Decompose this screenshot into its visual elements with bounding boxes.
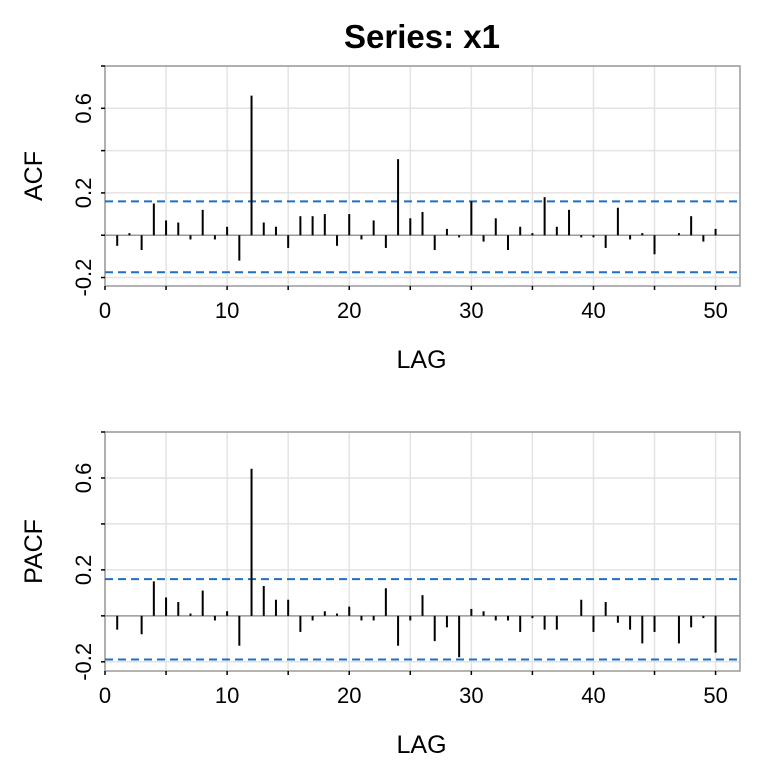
chart-title: Series: x1 (344, 18, 500, 55)
acf-panel: 0 10 20 30 40 50 -0.2 0.2 0.6 LAG ACF (20, 65, 741, 374)
x-tick-label: 50 (703, 298, 727, 323)
y-tick-label: 0.6 (71, 93, 96, 124)
y-tick-label: 0.2 (71, 178, 96, 209)
y-tick-label: -0.2 (71, 643, 96, 681)
x-tick-label: 30 (459, 683, 483, 708)
plot-frame (104, 431, 741, 672)
x-tick-label: 50 (703, 683, 727, 708)
x-tick-label: 20 (337, 298, 361, 323)
y-tick-label: 0.6 (71, 463, 96, 494)
y-axis-label: PACF (20, 519, 48, 584)
x-tick-label: 40 (581, 683, 605, 708)
pacf-panel: 0 10 20 30 40 50 -0.2 0.2 0.6 LAG PACF (20, 431, 741, 759)
y-tick-label: -0.2 (71, 259, 96, 297)
y-axis-label: ACF (20, 151, 48, 201)
plot-frame (104, 65, 741, 287)
y-tick-label: 0.2 (71, 555, 96, 586)
x-tick-label: 0 (99, 298, 111, 323)
x-tick-label: 40 (581, 298, 605, 323)
x-tick-label: 0 (99, 683, 111, 708)
x-axis-label: LAG (396, 731, 446, 759)
x-tick-label: 10 (215, 298, 239, 323)
x-tick-label: 30 (459, 298, 483, 323)
x-tick-label: 10 (215, 683, 239, 708)
x-axis-label: LAG (396, 346, 446, 374)
x-tick-label: 20 (337, 683, 361, 708)
